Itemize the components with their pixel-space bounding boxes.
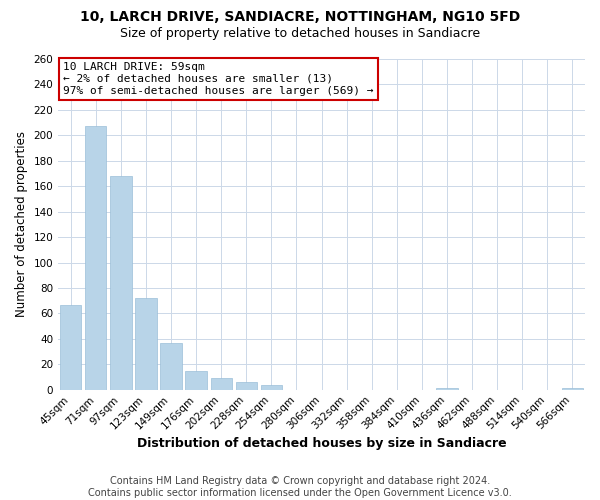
Text: 10 LARCH DRIVE: 59sqm
← 2% of detached houses are smaller (13)
97% of semi-detac: 10 LARCH DRIVE: 59sqm ← 2% of detached h… <box>64 62 374 96</box>
Bar <box>236 382 257 390</box>
Y-axis label: Number of detached properties: Number of detached properties <box>15 132 28 318</box>
Bar <box>436 388 458 390</box>
Text: 10, LARCH DRIVE, SANDIACRE, NOTTINGHAM, NG10 5FD: 10, LARCH DRIVE, SANDIACRE, NOTTINGHAM, … <box>80 10 520 24</box>
Bar <box>185 370 207 390</box>
Text: Size of property relative to detached houses in Sandiacre: Size of property relative to detached ho… <box>120 28 480 40</box>
X-axis label: Distribution of detached houses by size in Sandiacre: Distribution of detached houses by size … <box>137 437 506 450</box>
Bar <box>562 388 583 390</box>
Text: Contains HM Land Registry data © Crown copyright and database right 2024.
Contai: Contains HM Land Registry data © Crown c… <box>88 476 512 498</box>
Bar <box>261 384 282 390</box>
Bar <box>110 176 131 390</box>
Bar <box>60 304 82 390</box>
Bar <box>85 126 106 390</box>
Bar <box>160 342 182 390</box>
Bar <box>136 298 157 390</box>
Bar <box>211 378 232 390</box>
